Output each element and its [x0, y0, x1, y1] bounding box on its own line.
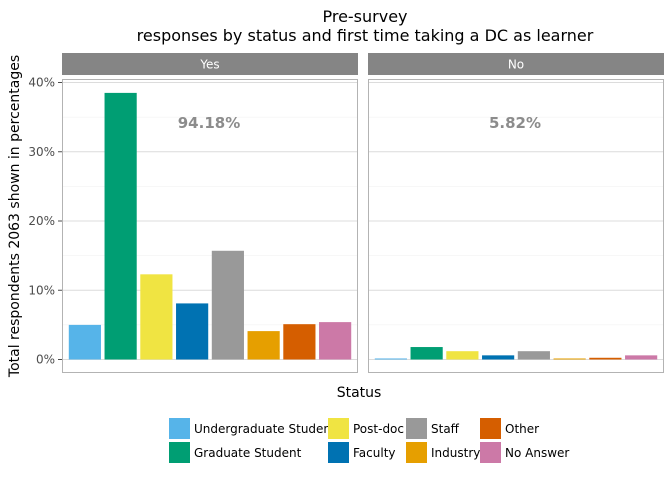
facet-strip — [368, 53, 664, 75]
bar-yes-no-answer — [319, 322, 352, 360]
legend-label: Graduate Student — [194, 446, 302, 460]
y-tick-label: 40% — [28, 76, 55, 90]
legend-swatch — [328, 418, 349, 439]
bar-no-graduate-student — [410, 347, 443, 360]
bar-no-faculty — [482, 355, 515, 360]
panel-total-label: 5.82% — [489, 114, 541, 132]
y-axis-title: Total respondents 2063 shown in percenta… — [7, 55, 23, 378]
legend-swatch — [480, 442, 501, 463]
legend-swatch — [169, 442, 190, 463]
legend-item-graduate-student: Graduate Student — [169, 442, 302, 463]
legend-label: Staff — [431, 422, 460, 436]
legend-label: Faculty — [353, 446, 396, 460]
y-tick-label: 0% — [36, 353, 55, 367]
bar-no-no-answer — [625, 355, 658, 360]
panel-background — [368, 79, 664, 373]
panel-border — [368, 79, 664, 373]
facet-strip-label: Yes — [199, 58, 219, 72]
bar-yes-post-doc — [140, 274, 173, 360]
y-axis: 0% 10% 20% 30% 40% — [28, 76, 62, 367]
legend-label: No Answer — [505, 446, 569, 460]
facet-strip-label: No — [508, 58, 524, 72]
y-tick-label: 20% — [28, 214, 55, 228]
panel-no: No 5.82% — [368, 53, 664, 373]
legend-item-industry: Industry — [406, 442, 480, 463]
y-tick-label: 30% — [28, 145, 55, 159]
legend-item-faculty: Faculty — [328, 442, 396, 463]
panel-border — [62, 79, 358, 373]
bar-yes-other — [283, 324, 316, 360]
legend-swatch — [406, 442, 427, 463]
chart-title: Pre-survey — [322, 7, 407, 26]
legend-swatch — [406, 418, 427, 439]
bar-yes-industry — [247, 331, 280, 360]
legend-swatch — [169, 418, 190, 439]
bar-no-industry — [553, 358, 586, 360]
legend-swatch — [328, 442, 349, 463]
bar-no-undergraduate-student — [374, 358, 407, 360]
legend-label: Industry — [431, 446, 480, 460]
legend-item-no-answer: No Answer — [480, 442, 569, 463]
bar-no-other — [589, 357, 622, 360]
facet-panels: Yes 94.18% No 5.82% 0% 10% 20% 30% 40% — [28, 53, 664, 373]
bar-yes-undergraduate-student — [68, 324, 101, 360]
x-axis-title: Status — [337, 385, 382, 401]
legend-swatch — [480, 418, 501, 439]
legend: Undergraduate Student Graduate Student Pos… — [169, 418, 569, 463]
legend-item-other: Other — [480, 418, 539, 439]
legend-label: Other — [505, 422, 539, 436]
chart-subtitle: responses by status and first time takin… — [137, 26, 594, 45]
bar-yes-staff — [211, 250, 244, 360]
legend-label: Post-doc — [353, 422, 404, 436]
bar-yes-graduate-student — [104, 92, 137, 360]
facet-strip — [62, 53, 358, 75]
panel-yes: Yes 94.18% — [62, 53, 358, 373]
legend-item-staff: Staff — [406, 418, 460, 439]
legend-label: Undergraduate Student — [194, 422, 336, 436]
y-tick-label: 10% — [28, 283, 55, 297]
panel-total-label: 94.18% — [178, 114, 240, 132]
legend-item-undergraduate-student: Undergraduate Student — [169, 418, 336, 439]
bar-yes-faculty — [176, 303, 209, 360]
bar-no-post-doc — [446, 351, 479, 360]
legend-item-post-doc: Post-doc — [328, 418, 404, 439]
bar-no-staff — [517, 351, 550, 360]
